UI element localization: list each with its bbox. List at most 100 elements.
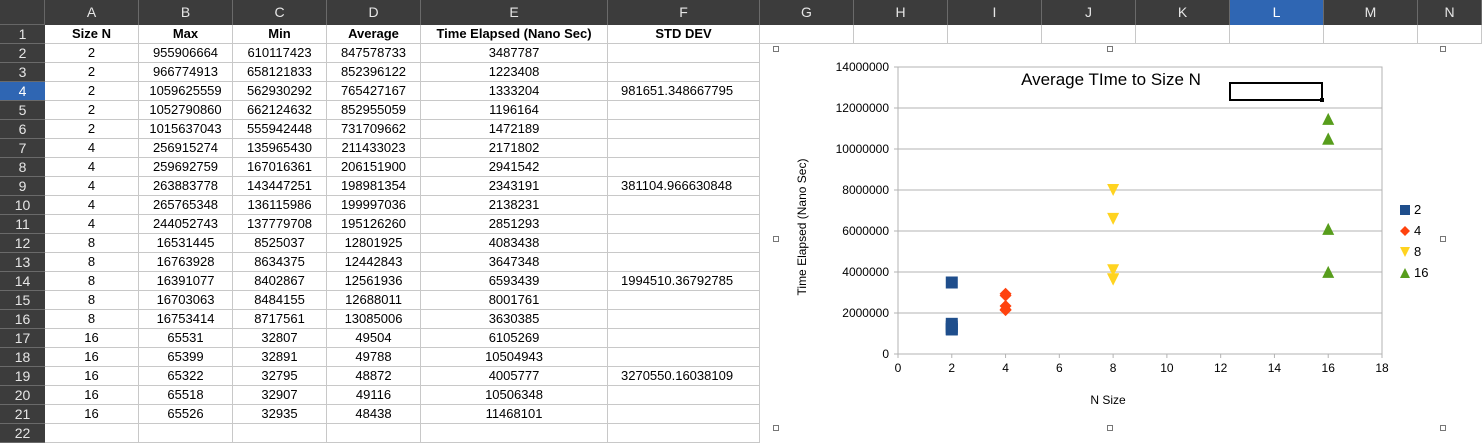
row-header-19[interactable]: 19 xyxy=(0,367,45,386)
row-header-5[interactable]: 5 xyxy=(0,101,45,120)
header-cell[interactable]: STD DEV xyxy=(608,25,760,44)
data-cell[interactable] xyxy=(608,310,760,329)
data-cell[interactable]: 32891 xyxy=(233,348,327,367)
row-header-14[interactable]: 14 xyxy=(0,272,45,291)
data-cell[interactable]: 206151900 xyxy=(327,158,421,177)
data-cell[interactable]: 8 xyxy=(45,272,139,291)
data-cell[interactable]: 1059625559 xyxy=(139,82,233,101)
data-cell[interactable]: 16531445 xyxy=(139,234,233,253)
data-cell[interactable]: 65518 xyxy=(139,386,233,405)
column-header-h[interactable]: H xyxy=(854,0,948,25)
column-header-k[interactable]: K xyxy=(1136,0,1230,25)
resize-handle[interactable] xyxy=(773,46,779,52)
data-cell[interactable]: 4 xyxy=(45,196,139,215)
data-cell[interactable]: 10506348 xyxy=(421,386,608,405)
data-cell[interactable]: 198981354 xyxy=(327,177,421,196)
header-cell[interactable]: Size N xyxy=(45,25,139,44)
row-header-3[interactable]: 3 xyxy=(0,63,45,82)
column-header-a[interactable]: A xyxy=(45,0,139,25)
data-cell[interactable]: 32935 xyxy=(233,405,327,424)
data-cell[interactable]: 981651.348667795 xyxy=(608,82,760,101)
row-header-7[interactable]: 7 xyxy=(0,139,45,158)
data-cell[interactable]: 195126260 xyxy=(327,215,421,234)
column-header-d[interactable]: D xyxy=(327,0,421,25)
data-cell[interactable]: 12442843 xyxy=(327,253,421,272)
data-cell[interactable]: 49788 xyxy=(327,348,421,367)
data-cell[interactable]: 16 xyxy=(45,367,139,386)
data-cell[interactable]: 12688011 xyxy=(327,291,421,310)
data-cell[interactable]: 662124632 xyxy=(233,101,327,120)
data-cell[interactable]: 11468101 xyxy=(421,405,608,424)
data-cell[interactable]: 3270550.16038109 xyxy=(608,367,760,386)
data-cell[interactable]: 731709662 xyxy=(327,120,421,139)
data-cell[interactable]: 2851293 xyxy=(421,215,608,234)
data-cell[interactable]: 48872 xyxy=(327,367,421,386)
empty-cell[interactable] xyxy=(327,424,421,443)
data-cell[interactable]: 12801925 xyxy=(327,234,421,253)
empty-cell[interactable] xyxy=(948,25,1042,44)
data-cell[interactable]: 765427167 xyxy=(327,82,421,101)
data-cell[interactable]: 199997036 xyxy=(327,196,421,215)
row-header-12[interactable]: 12 xyxy=(0,234,45,253)
data-cell[interactable]: 48438 xyxy=(327,405,421,424)
data-cell[interactable] xyxy=(608,329,760,348)
data-cell[interactable]: 16703063 xyxy=(139,291,233,310)
data-cell[interactable] xyxy=(608,386,760,405)
data-cell[interactable]: 12561936 xyxy=(327,272,421,291)
data-cell[interactable]: 658121833 xyxy=(233,63,327,82)
data-cell[interactable] xyxy=(608,234,760,253)
data-cell[interactable] xyxy=(608,158,760,177)
data-cell[interactable]: 13085006 xyxy=(327,310,421,329)
row-header-4[interactable]: 4 xyxy=(0,82,45,101)
resize-handle[interactable] xyxy=(773,236,779,242)
empty-cell[interactable] xyxy=(854,25,948,44)
row-header-6[interactable]: 6 xyxy=(0,120,45,139)
data-cell[interactable]: 2343191 xyxy=(421,177,608,196)
empty-cell[interactable] xyxy=(1324,25,1418,44)
data-cell[interactable]: 8 xyxy=(45,253,139,272)
data-cell[interactable] xyxy=(608,139,760,158)
data-cell[interactable]: 263883778 xyxy=(139,177,233,196)
data-cell[interactable]: 136115986 xyxy=(233,196,327,215)
data-cell[interactable]: 1472189 xyxy=(421,120,608,139)
empty-cell[interactable] xyxy=(45,424,139,443)
empty-cell[interactable] xyxy=(608,424,760,443)
row-header-2[interactable]: 2 xyxy=(0,44,45,63)
empty-cell[interactable] xyxy=(1230,25,1324,44)
data-cell[interactable]: 8001761 xyxy=(421,291,608,310)
data-cell[interactable]: 3630385 xyxy=(421,310,608,329)
data-cell[interactable]: 65322 xyxy=(139,367,233,386)
column-header-f[interactable]: F xyxy=(608,0,760,25)
data-cell[interactable]: 32795 xyxy=(233,367,327,386)
row-header-21[interactable]: 21 xyxy=(0,405,45,424)
data-cell[interactable]: 4005777 xyxy=(421,367,608,386)
resize-handle[interactable] xyxy=(1107,46,1113,52)
data-cell[interactable]: 4 xyxy=(45,215,139,234)
data-cell[interactable]: 2941542 xyxy=(421,158,608,177)
column-header-b[interactable]: B xyxy=(139,0,233,25)
data-cell[interactable]: 966774913 xyxy=(139,63,233,82)
data-cell[interactable]: 8525037 xyxy=(233,234,327,253)
data-cell[interactable]: 65531 xyxy=(139,329,233,348)
data-cell[interactable]: 8 xyxy=(45,234,139,253)
data-cell[interactable]: 8484155 xyxy=(233,291,327,310)
row-header-1[interactable]: 1 xyxy=(0,25,45,44)
empty-cell[interactable] xyxy=(233,424,327,443)
data-cell[interactable] xyxy=(608,348,760,367)
data-cell[interactable]: 16763928 xyxy=(139,253,233,272)
header-cell[interactable]: Time Elapsed (Nano Sec) xyxy=(421,25,608,44)
data-cell[interactable] xyxy=(608,215,760,234)
column-header-e[interactable]: E xyxy=(421,0,608,25)
data-cell[interactable] xyxy=(608,405,760,424)
row-header-8[interactable]: 8 xyxy=(0,158,45,177)
data-cell[interactable]: 3647348 xyxy=(421,253,608,272)
data-cell[interactable]: 8 xyxy=(45,310,139,329)
data-cell[interactable]: 4083438 xyxy=(421,234,608,253)
data-cell[interactable]: 610117423 xyxy=(233,44,327,63)
row-header-9[interactable]: 9 xyxy=(0,177,45,196)
data-cell[interactable]: 1333204 xyxy=(421,82,608,101)
data-cell[interactable]: 16 xyxy=(45,405,139,424)
data-cell[interactable] xyxy=(608,291,760,310)
data-cell[interactable]: 256915274 xyxy=(139,139,233,158)
data-cell[interactable]: 49504 xyxy=(327,329,421,348)
